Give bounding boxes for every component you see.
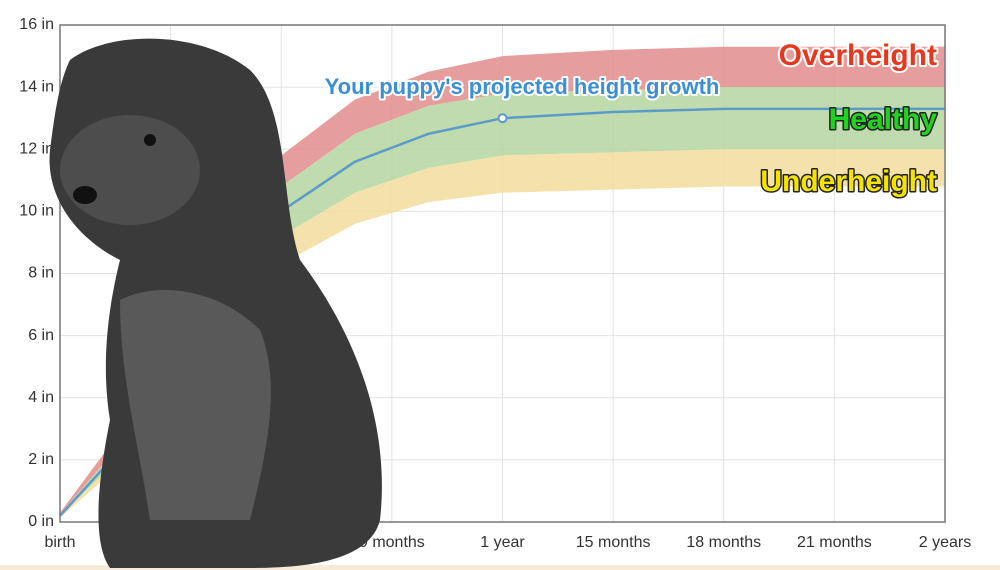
x-tick-label: 15 months (576, 534, 651, 551)
y-tick-label: 10 in (19, 203, 54, 220)
x-tick-label: 2 years (919, 534, 971, 551)
y-tick-label: 4 in (28, 389, 54, 406)
y-tick-label: 2 in (28, 451, 54, 468)
dog-fur (120, 290, 271, 520)
x-tick-label: 9 months (359, 534, 425, 551)
dog-nose (73, 186, 97, 204)
x-tick-label: 18 months (686, 534, 761, 551)
dog-eye (144, 134, 156, 146)
x-tick-label: 21 months (797, 534, 872, 551)
x-tick-label: 1 year (480, 534, 525, 551)
y-tick-label: 14 in (19, 78, 54, 95)
dog-illustration (49, 38, 382, 569)
y-tick-label: 12 in (19, 140, 54, 157)
y-tick-label: 6 in (28, 327, 54, 344)
band-label: Overheight (779, 39, 937, 72)
y-tick-label: 0 in (28, 513, 54, 530)
band-label: Underheight (760, 165, 937, 198)
x-tick-label: birth (44, 534, 75, 551)
annotation: Your puppy's projected height growth (325, 74, 720, 99)
y-tick-label: 16 in (19, 16, 54, 33)
bottom-strip (0, 565, 1000, 570)
y-tick-label: 8 in (28, 265, 54, 282)
point-marker (497, 113, 508, 124)
band-label: Healthy (829, 103, 938, 136)
dog-face (60, 115, 200, 225)
plot-border (59, 24, 946, 523)
